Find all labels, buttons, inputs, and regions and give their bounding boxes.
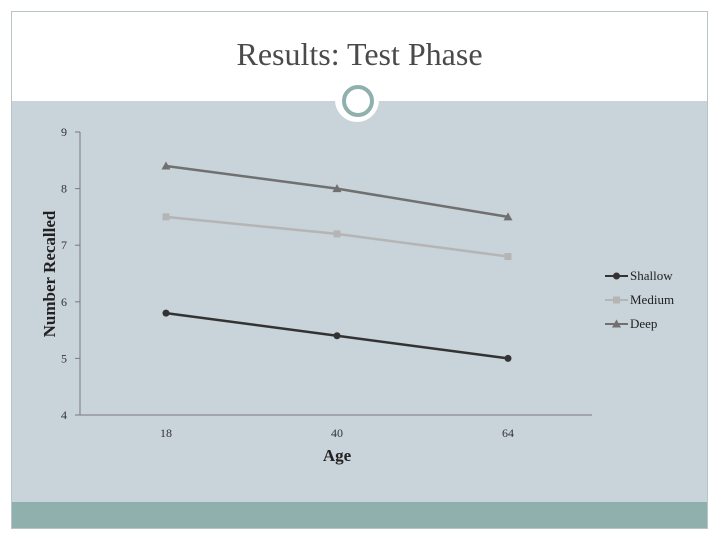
data-point bbox=[613, 272, 620, 280]
legend-label: Medium bbox=[630, 292, 674, 307]
series-deep bbox=[161, 161, 513, 221]
y-axis-title: Number Recalled bbox=[40, 210, 59, 337]
legend-label: Shallow bbox=[630, 268, 673, 283]
x-tick-label: 18 bbox=[160, 426, 172, 440]
series-medium bbox=[162, 213, 512, 261]
ring-accent bbox=[342, 85, 374, 117]
data-point bbox=[612, 319, 621, 328]
title-divider-right bbox=[379, 99, 707, 101]
data-point bbox=[503, 212, 513, 221]
footer-bar bbox=[12, 502, 707, 528]
y-tick-label: 7 bbox=[61, 238, 67, 252]
y-tick-label: 6 bbox=[61, 295, 67, 309]
slide-title: Results: Test Phase bbox=[236, 36, 483, 72]
chart-axes: 4 5 6 7 8 9 18 40 64 bbox=[61, 125, 592, 440]
legend-item-deep: Deep bbox=[605, 316, 657, 331]
data-point bbox=[162, 213, 170, 221]
legend-label: Deep bbox=[630, 316, 657, 331]
chart-series bbox=[161, 161, 513, 362]
legend-item-medium: Medium bbox=[605, 292, 674, 307]
data-point bbox=[504, 253, 512, 261]
y-tick-label: 5 bbox=[61, 351, 67, 365]
chart-legend: Shallow Medium Deep bbox=[605, 268, 674, 331]
series-shallow bbox=[162, 309, 512, 362]
y-tick-label: 9 bbox=[61, 125, 67, 139]
data-point bbox=[161, 161, 171, 170]
data-point bbox=[613, 296, 620, 304]
data-point bbox=[332, 184, 342, 193]
legend-item-shallow: Shallow bbox=[605, 268, 673, 283]
data-point bbox=[162, 309, 170, 317]
data-point bbox=[504, 354, 512, 362]
x-tick-label: 40 bbox=[331, 426, 343, 440]
x-axis-title: Age bbox=[323, 446, 352, 465]
title-divider-left bbox=[12, 99, 335, 101]
y-tick-label: 4 bbox=[61, 408, 67, 422]
x-tick-label: 64 bbox=[502, 426, 514, 440]
chart-panel bbox=[12, 100, 707, 502]
data-point bbox=[333, 332, 341, 340]
data-point bbox=[333, 230, 341, 238]
y-tick-label: 8 bbox=[61, 182, 67, 196]
